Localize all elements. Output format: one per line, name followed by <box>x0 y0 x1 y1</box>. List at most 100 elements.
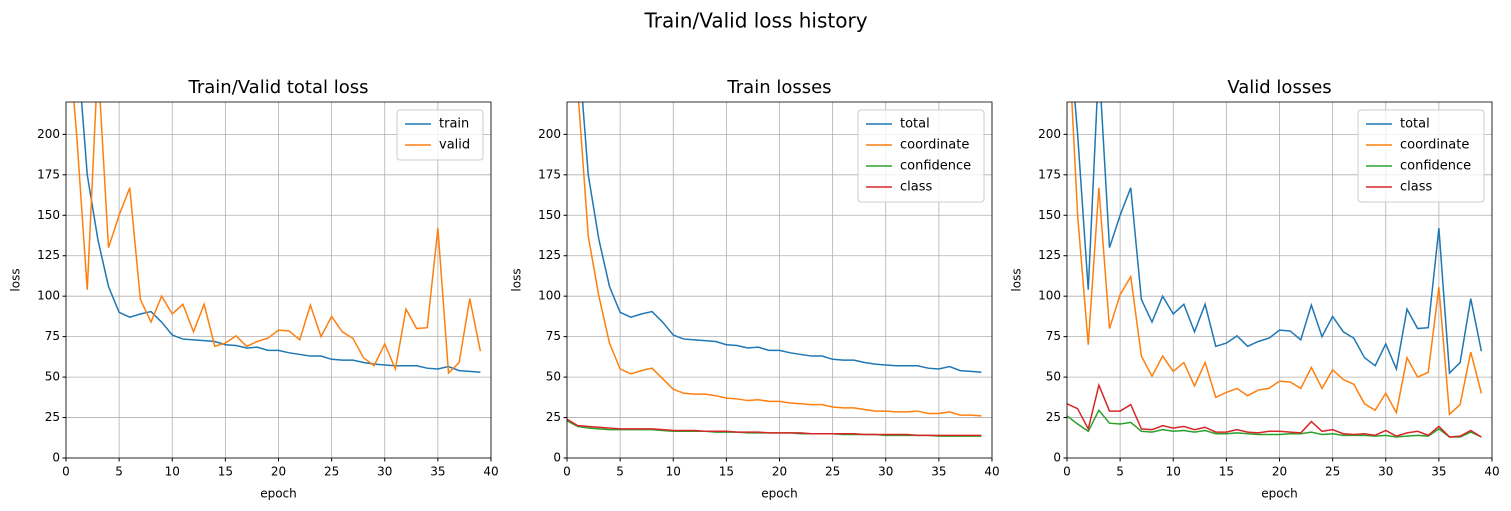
series-line <box>1067 408 1482 438</box>
y-tick-label: 150 <box>37 208 60 222</box>
y-tick-label: 175 <box>538 167 561 181</box>
plot-area <box>567 102 982 437</box>
x-axis-label: epoch <box>1261 487 1298 501</box>
x-tick-label: 10 <box>165 465 180 479</box>
x-tick-label: 5 <box>115 465 123 479</box>
x-tick-label: 40 <box>483 465 498 479</box>
series-line <box>567 418 982 437</box>
legend-label: valid <box>439 138 470 153</box>
legend-label: class <box>900 180 932 195</box>
subplot: Train losses epoch loss 0 5 10 15 20 25 30 35 40 0 25… <box>510 77 1000 501</box>
plot-area <box>73 102 482 375</box>
legend-label: total <box>900 117 930 132</box>
y-tick-label: 200 <box>37 127 60 141</box>
subplot-title: Train losses <box>726 77 831 98</box>
y-tick-label: 0 <box>553 451 561 465</box>
x-tick-label: 35 <box>931 465 946 479</box>
x-tick-label: 25 <box>825 465 840 479</box>
legend-box <box>396 109 484 161</box>
x-tick-label: 30 <box>377 465 392 479</box>
y-tick-label: 0 <box>1053 451 1061 465</box>
legend-label: confidence <box>1400 159 1471 174</box>
x-tick-label: 5 <box>616 465 624 479</box>
y-tick-label: 25 <box>45 410 60 424</box>
legend-label: class <box>1400 180 1432 195</box>
x-tick-label: 20 <box>772 465 787 479</box>
x-tick-label: 0 <box>563 465 571 479</box>
legend: train valid <box>396 109 484 161</box>
series-line <box>577 102 982 417</box>
legend-box <box>1357 109 1485 203</box>
y-tick-label: 125 <box>37 248 60 262</box>
figure-title: Train/Valid loss history <box>643 9 867 33</box>
x-tick-label: 30 <box>878 465 893 479</box>
y-tick-label: 50 <box>45 370 60 384</box>
x-tick-label: 5 <box>1116 465 1124 479</box>
x-axis-label: epoch <box>761 487 798 501</box>
axes-frame <box>566 101 993 459</box>
subplot: Valid losses epoch loss 0 5 10 15 20 25 30 35 40 0 25… <box>1010 77 1500 501</box>
y-tick-label: 75 <box>45 329 60 343</box>
x-tick-label: 25 <box>324 465 339 479</box>
x-tick-label: 15 <box>1219 465 1234 479</box>
x-axis-label: epoch <box>260 487 297 501</box>
y-tick-label: 175 <box>1038 167 1061 181</box>
y-tick-label: 75 <box>1046 329 1061 343</box>
legend-label: coordinate <box>1400 138 1469 153</box>
legend: total coordinate confidence class <box>857 109 985 203</box>
x-tick-label: 40 <box>984 465 999 479</box>
y-tick-label: 50 <box>1046 370 1061 384</box>
y-tick-label: 200 <box>538 127 561 141</box>
x-tick-label: 15 <box>719 465 734 479</box>
legend-label: coordinate <box>900 138 969 153</box>
x-tick-label: 35 <box>430 465 445 479</box>
y-tick-label: 200 <box>1038 127 1061 141</box>
series-line <box>1071 102 1483 416</box>
y-tick-label: 0 <box>52 451 60 465</box>
y-axis-label: loss <box>1010 268 1024 291</box>
legend-label: train <box>439 117 469 132</box>
axes-frame <box>1066 101 1493 459</box>
legend: total coordinate confidence class <box>1357 109 1485 203</box>
y-tick-label: 100 <box>538 289 561 303</box>
x-tick-label: 10 <box>1166 465 1181 479</box>
y-tick-label: 25 <box>546 410 561 424</box>
y-tick-label: 125 <box>1038 248 1061 262</box>
y-tick-label: 50 <box>546 370 561 384</box>
x-tick-label: 0 <box>1063 465 1071 479</box>
legend-box <box>857 109 985 203</box>
x-tick-label: 10 <box>666 465 681 479</box>
x-tick-label: 20 <box>271 465 286 479</box>
axes-frame <box>65 101 492 459</box>
y-tick-label: 100 <box>37 289 60 303</box>
legend-label: confidence <box>900 159 971 174</box>
y-tick-label: 75 <box>546 329 561 343</box>
x-tick-label: 0 <box>62 465 70 479</box>
plot-area <box>1067 102 1483 438</box>
y-tick-label: 25 <box>1046 410 1061 424</box>
series-line <box>1067 382 1482 438</box>
x-tick-label: 40 <box>1484 465 1499 479</box>
series-line <box>581 102 982 373</box>
y-tick-label: 150 <box>1038 208 1061 222</box>
legend-label: total <box>1400 117 1430 132</box>
series-line <box>1074 102 1483 375</box>
y-tick-label: 125 <box>538 248 561 262</box>
x-tick-label: 35 <box>1431 465 1446 479</box>
x-tick-label: 15 <box>218 465 233 479</box>
y-tick-label: 175 <box>37 167 60 181</box>
subplot-title: Train/Valid total loss <box>188 77 369 98</box>
subplot: Train/Valid total loss epoch loss 0 5 10 15 20 2… <box>9 77 499 501</box>
subplot-title: Valid losses <box>1227 77 1331 98</box>
series-line <box>80 102 481 373</box>
y-tick-label: 150 <box>538 208 561 222</box>
x-tick-label: 25 <box>1325 465 1340 479</box>
x-tick-label: 30 <box>1378 465 1393 479</box>
y-tick-label: 100 <box>1038 289 1061 303</box>
y-axis-label: loss <box>510 268 524 291</box>
series-line <box>73 102 482 375</box>
x-tick-label: 20 <box>1272 465 1287 479</box>
y-axis-label: loss <box>9 268 23 291</box>
